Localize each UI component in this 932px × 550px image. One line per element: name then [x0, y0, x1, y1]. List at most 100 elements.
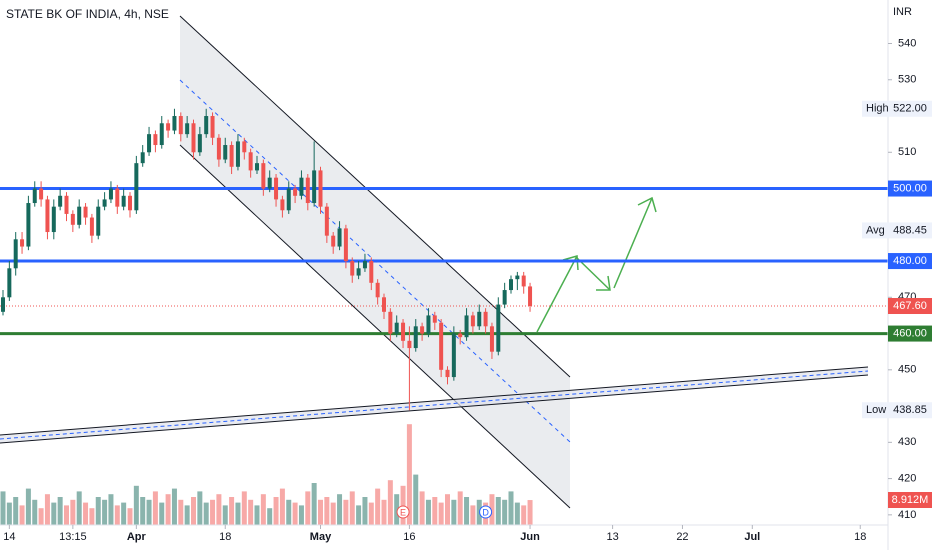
stat-value: 438.85: [893, 404, 927, 416]
volume-bar: [324, 497, 330, 525]
candle-body: [305, 177, 310, 204]
volume-bar: [445, 494, 450, 525]
candle-body: [7, 268, 12, 298]
stat-name: Low: [866, 404, 886, 416]
candle-body: [83, 206, 88, 218]
volume-bar: [191, 497, 196, 525]
level-label-box: [888, 253, 932, 270]
candle-body: [128, 195, 132, 211]
volume-bar: [286, 499, 292, 525]
volume-bar: [57, 497, 63, 525]
x-tick-label: 14: [3, 531, 15, 543]
volume-bar: [121, 502, 127, 525]
volume-bar: [521, 505, 527, 525]
candle-body: [477, 311, 482, 327]
arrow: [536, 255, 578, 333]
event-label: D: [482, 507, 489, 517]
volume-bar: [102, 499, 108, 525]
volume-bar: [0, 491, 6, 525]
x-tick-label: Apr: [127, 531, 147, 543]
candle-body: [210, 116, 215, 138]
volume-bar: [375, 488, 381, 525]
candle-body: [375, 282, 380, 298]
candle-body: [223, 145, 228, 160]
volume-bar: [184, 505, 190, 525]
candle-body: [255, 163, 259, 171]
volume-bar: [89, 508, 95, 525]
volume-bar: [19, 505, 25, 525]
candle-body: [280, 199, 285, 211]
x-tick-label: May: [310, 531, 332, 543]
event-icon: [396, 505, 410, 519]
candle-body: [293, 188, 298, 196]
volume-bar: [13, 497, 19, 525]
candle-body: [185, 123, 190, 135]
level-label-box: [888, 180, 932, 197]
volume-bar: [311, 483, 317, 525]
volume-bar: [451, 499, 457, 525]
x-tick-label: 16: [403, 531, 415, 543]
candle-body: [407, 340, 412, 349]
candle-body: [470, 315, 475, 327]
candle-body: [242, 141, 247, 153]
candle-body: [159, 123, 164, 146]
candle-body: [356, 268, 361, 276]
event-label: E: [400, 507, 406, 517]
candle-body: [58, 195, 63, 207]
candle-body: [229, 145, 234, 167]
candle-body: [451, 333, 456, 378]
candle-body: [102, 199, 107, 207]
volume-bar: [83, 502, 89, 525]
volume-bar: [457, 491, 463, 525]
candle-body: [20, 239, 25, 247]
volume-label-box: [888, 492, 932, 508]
volume-bar: [70, 499, 76, 525]
candle-body: [39, 188, 44, 200]
candle-body: [121, 195, 126, 207]
volume-bar: [495, 497, 501, 525]
y-tick-label: 530: [898, 74, 916, 86]
candle-body: [515, 275, 520, 280]
candle-body: [382, 297, 386, 312]
candle-body: [388, 311, 393, 334]
volume-bar: [489, 494, 495, 525]
volume-bar: [210, 499, 216, 525]
stat-box: [862, 402, 932, 419]
candle-body: [191, 123, 196, 153]
x-tick-label: 13:15: [59, 531, 87, 543]
candle-body: [324, 206, 329, 236]
volume-bar: [146, 499, 152, 525]
candle-body: [77, 206, 82, 225]
candle-body: [312, 170, 317, 204]
y-tick-label: 430: [898, 436, 916, 448]
candle-body: [489, 326, 494, 352]
level-label: 480.00: [893, 255, 927, 267]
volume-bar: [356, 505, 362, 525]
candle-body: [528, 286, 533, 307]
candle-body: [267, 177, 272, 189]
candle-body: [458, 333, 463, 338]
volume-bar: [38, 508, 44, 525]
candle-body: [172, 116, 177, 131]
stat-value: 522.00: [893, 103, 927, 115]
stat-name: High: [866, 103, 889, 115]
candle-body: [299, 177, 304, 196]
stat-value: 488.45: [893, 224, 927, 236]
volume-bar: [330, 502, 336, 525]
currency: INR: [893, 6, 912, 18]
candle-body: [216, 137, 221, 160]
volume-bar: [165, 494, 171, 525]
volume-bar: [368, 502, 374, 525]
candle-body: [350, 261, 355, 276]
level-label: 500.00: [893, 182, 927, 194]
candle-body: [420, 326, 425, 334]
volume-bar: [502, 499, 508, 525]
volume-bar: [95, 497, 101, 525]
candle-body: [401, 322, 406, 341]
candle-body: [432, 315, 437, 323]
candle-body: [261, 163, 266, 189]
candle-body: [343, 228, 348, 262]
volume-bar: [127, 508, 133, 525]
arrow: [576, 257, 611, 291]
candle-body: [521, 275, 526, 287]
